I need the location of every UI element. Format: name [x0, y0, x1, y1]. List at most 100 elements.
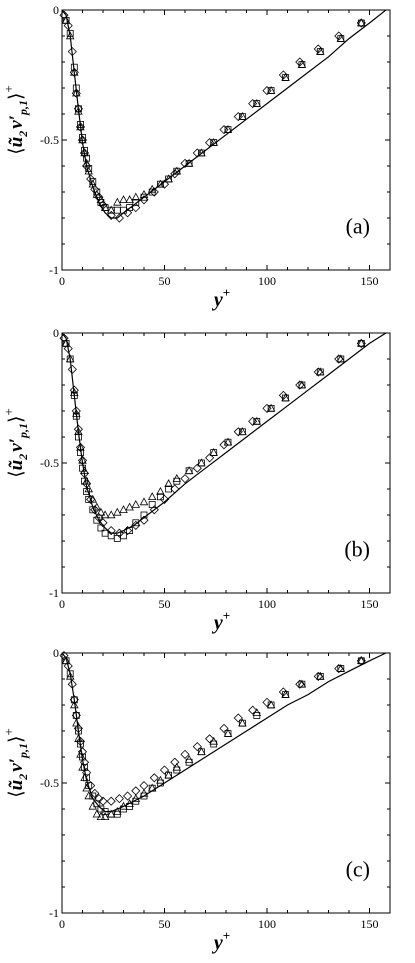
diamond-marker — [356, 338, 366, 348]
triangle-marker — [266, 85, 276, 94]
y-label-v-sub: p,1 — [16, 743, 30, 759]
triangle-marker — [238, 718, 247, 727]
diamond-marker — [149, 187, 159, 197]
diamond-marker — [131, 786, 141, 796]
diamond-marker — [71, 406, 81, 416]
triangle-marker — [76, 749, 85, 758]
plot-frame — [61, 9, 391, 271]
y-label-u-sub: 2 — [16, 454, 30, 461]
diamond-marker — [131, 203, 141, 213]
diamond-marker — [77, 455, 88, 465]
triangle-marker — [357, 18, 366, 27]
diamond-marker — [75, 442, 86, 452]
chart-panel-1: 0 50 100 150-1-0.50(a)y+⟨ũ2v′p,1⟩+ — [1, 3, 391, 311]
triangle-marker — [281, 689, 290, 698]
x-tick-label: 100 — [258, 274, 276, 288]
triangle-marker — [139, 788, 149, 797]
diamond-marker — [90, 505, 100, 515]
diamond-marker — [159, 494, 170, 504]
triangle-marker — [100, 510, 110, 519]
diamond-marker — [123, 526, 133, 536]
y-label-right-bracket: ⟩ — [6, 93, 27, 100]
square-marker — [148, 501, 156, 509]
triangle-marker — [92, 502, 102, 511]
y-tick-label: 0 — [53, 326, 59, 340]
triangle-marker — [88, 801, 97, 810]
triangle-marker — [184, 466, 194, 475]
diamond-marker — [69, 385, 79, 395]
diamond-marker — [334, 354, 344, 364]
diamond-marker — [77, 135, 88, 145]
y-label-right-bracket: ⟩ — [6, 736, 27, 743]
diamond-marker — [75, 122, 86, 132]
diamond-marker — [262, 697, 272, 707]
triangle-marker — [316, 46, 325, 55]
diamond-marker — [59, 333, 69, 343]
triangle-marker — [197, 458, 206, 467]
triangle-marker — [156, 486, 165, 495]
triangle-marker — [197, 148, 206, 157]
triangle-marker — [209, 137, 218, 146]
diamond-marker — [233, 713, 243, 723]
triangle-marker — [238, 111, 247, 120]
triangle-marker — [125, 799, 134, 807]
diamond-marker — [63, 21, 73, 31]
y-label-left-bracket: ⟨ — [6, 470, 27, 477]
triangle-marker — [80, 773, 89, 781]
square-marker — [70, 696, 78, 704]
square-marker — [75, 433, 82, 441]
x-axis-label: y+ — [212, 285, 230, 311]
y-label-right-bracket: ⟩ — [6, 416, 27, 423]
triangle-marker — [139, 189, 149, 198]
y-tick-label: -0.5 — [40, 776, 59, 790]
diamond-marker — [295, 57, 305, 67]
diamond-marker — [313, 44, 323, 54]
triangle-marker — [74, 734, 83, 742]
diamond-marker — [170, 169, 180, 179]
triangle-marker — [82, 476, 91, 485]
square-marker — [75, 105, 82, 113]
diamond-marker — [90, 184, 100, 194]
diamond-marker — [75, 736, 86, 746]
square-marker — [120, 532, 127, 540]
y-tick-label: -1 — [49, 586, 59, 600]
triangle-marker — [125, 195, 134, 204]
triangle-marker — [70, 67, 79, 76]
triangle-marker — [82, 158, 91, 167]
x-axis-label: y+ — [212, 608, 230, 634]
diamond-marker — [82, 768, 92, 778]
triangle-marker — [78, 135, 87, 144]
diamond-marker — [233, 427, 243, 437]
square-marker — [75, 727, 82, 735]
diamond-marker — [94, 794, 104, 804]
triangle-marker — [125, 502, 134, 511]
diamond-marker — [219, 723, 229, 733]
x-axis-label: y+ — [212, 928, 230, 954]
y-label-v-sub: p,1 — [16, 423, 30, 439]
triangle-marker — [223, 124, 233, 133]
triangle-marker — [78, 455, 87, 464]
diamond-marker — [73, 723, 83, 733]
diamond-marker — [123, 791, 133, 801]
square-marker — [165, 485, 173, 493]
triangle-marker — [147, 492, 157, 501]
diamond-marker — [205, 453, 215, 463]
y-label-v: v′ — [6, 115, 27, 129]
x-tick-label: 0 — [59, 597, 65, 611]
diamond-marker — [219, 125, 229, 135]
diamond-marker — [356, 18, 366, 28]
x-axis-label-main: y — [212, 932, 223, 954]
square-marker — [79, 133, 86, 141]
square-marker — [81, 146, 88, 154]
diamond-marker — [278, 390, 288, 400]
triangle-marker — [164, 174, 173, 183]
square-marker — [77, 121, 84, 128]
triangle-marker — [65, 31, 75, 40]
diamond-marker — [86, 174, 96, 184]
triangle-marker — [252, 98, 262, 107]
triangle-marker — [76, 442, 85, 451]
diamond-marker — [69, 695, 79, 705]
triangle-marker — [113, 806, 122, 815]
diamond-marker — [67, 679, 77, 689]
y-axis-label: ⟨ũ2 v′p,1⟩+ — [1, 728, 30, 798]
